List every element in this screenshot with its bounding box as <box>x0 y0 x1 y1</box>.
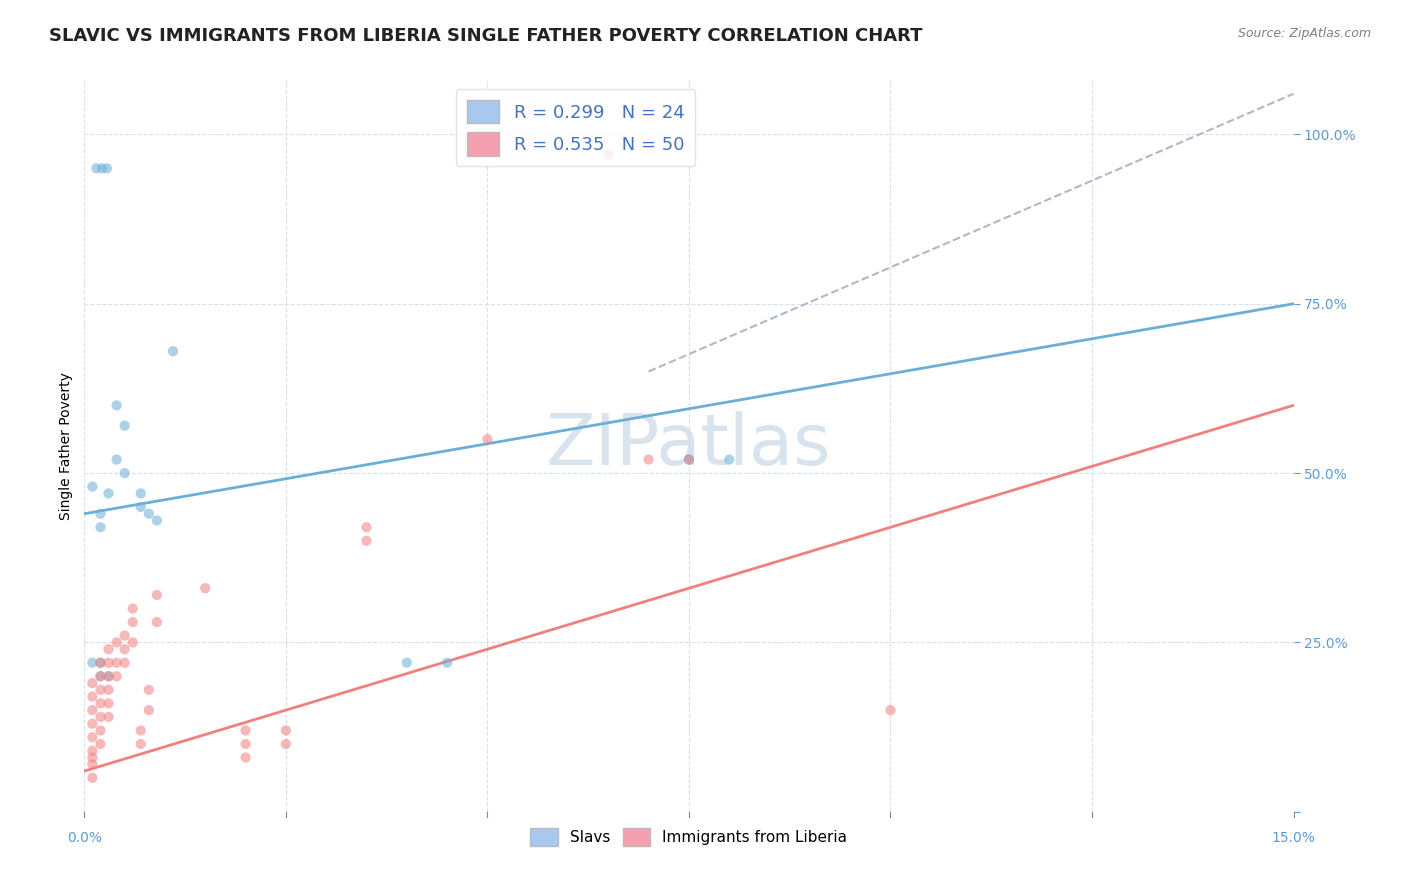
Text: SLAVIC VS IMMIGRANTS FROM LIBERIA SINGLE FATHER POVERTY CORRELATION CHART: SLAVIC VS IMMIGRANTS FROM LIBERIA SINGLE… <box>49 27 922 45</box>
Point <box>395 656 418 670</box>
Point <box>879 703 901 717</box>
Point <box>82 716 104 731</box>
Point <box>121 615 143 629</box>
Point <box>146 615 169 629</box>
Point <box>97 642 120 657</box>
Point <box>637 452 659 467</box>
Point <box>89 507 111 521</box>
Point <box>89 737 111 751</box>
Point <box>89 697 111 711</box>
Point <box>91 161 114 176</box>
Point <box>129 486 152 500</box>
Point <box>82 480 104 494</box>
Text: Source: ZipAtlas.com: Source: ZipAtlas.com <box>1237 27 1371 40</box>
Point <box>274 737 297 751</box>
Point <box>89 656 111 670</box>
Point <box>86 161 108 176</box>
Point <box>235 737 257 751</box>
Point <box>89 669 111 683</box>
Point <box>97 697 120 711</box>
Point <box>105 398 128 412</box>
Point <box>97 669 120 683</box>
Point <box>274 723 297 738</box>
Point <box>89 682 111 697</box>
Point <box>356 533 378 548</box>
Legend: Slavs, Immigrants from Liberia: Slavs, Immigrants from Liberia <box>524 822 853 852</box>
Point <box>105 669 128 683</box>
Text: ZIPatlas: ZIPatlas <box>546 411 832 481</box>
Point <box>129 723 152 738</box>
Point <box>82 757 104 772</box>
Point <box>114 418 136 433</box>
Text: 15.0%: 15.0% <box>1271 831 1316 846</box>
Point <box>114 642 136 657</box>
Point <box>114 629 136 643</box>
Point <box>82 750 104 764</box>
Point <box>97 669 120 683</box>
Point <box>105 656 128 670</box>
Point <box>146 588 169 602</box>
Point <box>82 730 104 744</box>
Point <box>89 710 111 724</box>
Point <box>82 690 104 704</box>
Point <box>138 507 160 521</box>
Point <box>235 750 257 764</box>
Point <box>82 676 104 690</box>
Point <box>82 771 104 785</box>
Point <box>138 703 160 717</box>
Point <box>356 520 378 534</box>
Text: 0.0%: 0.0% <box>67 831 101 846</box>
Y-axis label: Single Father Poverty: Single Father Poverty <box>59 372 73 520</box>
Point <box>105 635 128 649</box>
Point <box>678 452 700 467</box>
Point <box>121 635 143 649</box>
Point <box>598 148 620 162</box>
Point <box>97 710 120 724</box>
Point <box>82 744 104 758</box>
Point <box>89 669 111 683</box>
Point <box>146 514 169 528</box>
Point <box>114 656 136 670</box>
Point <box>97 486 120 500</box>
Point <box>235 723 257 738</box>
Point <box>89 723 111 738</box>
Point <box>82 656 104 670</box>
Point <box>194 581 217 595</box>
Point <box>129 737 152 751</box>
Point <box>138 682 160 697</box>
Point <box>89 520 111 534</box>
Point <box>82 703 104 717</box>
Point <box>114 466 136 480</box>
Point <box>477 432 499 446</box>
Point <box>436 656 458 670</box>
Point <box>97 682 120 697</box>
Point <box>129 500 152 514</box>
Point <box>162 344 184 359</box>
Point <box>97 656 120 670</box>
Point <box>105 452 128 467</box>
Point <box>121 601 143 615</box>
Point <box>96 161 118 176</box>
Point <box>678 452 700 467</box>
Point <box>89 656 111 670</box>
Point <box>718 452 741 467</box>
